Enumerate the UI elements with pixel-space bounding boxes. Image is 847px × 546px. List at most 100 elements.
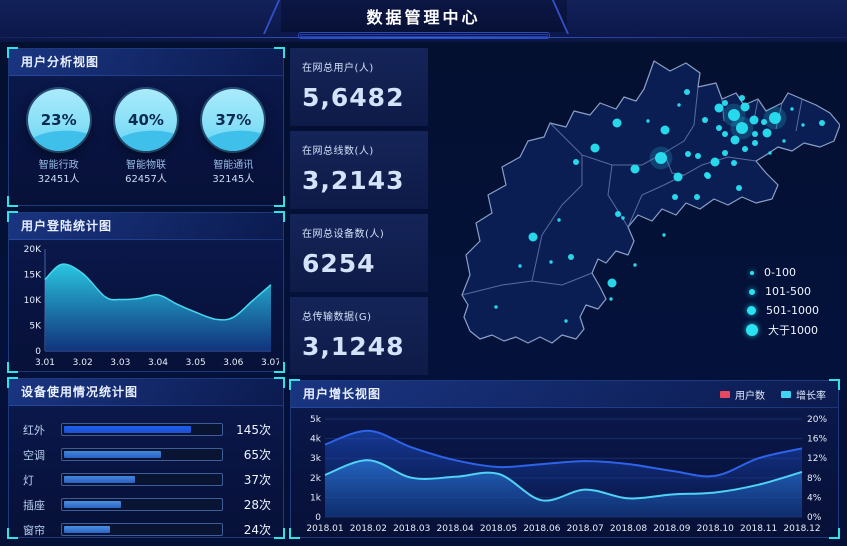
region-map[interactable]: 0-100 101-500 501-1000 大于1000 <box>432 45 840 375</box>
usage-bar-fill <box>64 451 161 458</box>
map-legend-row: 0-100 <box>745 263 819 282</box>
usage-bar-row[interactable]: 空调 65次 <box>23 447 271 462</box>
svg-text:2018.02: 2018.02 <box>350 524 387 534</box>
svg-text:5K: 5K <box>29 322 42 332</box>
usage-bar-label: 灯 <box>23 473 34 487</box>
svg-text:3.02: 3.02 <box>73 358 93 368</box>
map-scatter-dots <box>494 89 825 323</box>
svg-text:5k: 5k <box>310 415 322 425</box>
banner-underline-decoration <box>297 32 550 39</box>
panel-device-usage: 设备使用情况统计图 红外 145次 空调 65次 灯 37次 插座 28次 窗帘… <box>7 377 285 539</box>
map-legend: 0-100 101-500 501-1000 大于1000 <box>745 263 819 339</box>
svg-text:3.03: 3.03 <box>110 358 130 368</box>
gauge-percent: 37% <box>215 111 252 129</box>
svg-text:2018.06: 2018.06 <box>523 524 560 534</box>
corner-bracket <box>7 196 18 207</box>
usage-bar-label: 红外 <box>23 423 45 437</box>
gauge-telecom[interactable]: 37% 智能通讯 32145人 <box>191 89 275 186</box>
stat-label: 在网总设备数(人) <box>302 229 385 240</box>
usage-bar-row[interactable]: 插座 28次 <box>23 497 271 512</box>
map-legend-row: 501-1000 <box>745 301 819 320</box>
svg-text:12%: 12% <box>807 454 827 464</box>
svg-text:3.01: 3.01 <box>35 358 55 368</box>
svg-text:3k: 3k <box>310 454 322 464</box>
svg-text:2018.11: 2018.11 <box>740 524 777 534</box>
svg-text:16%: 16% <box>807 435 827 445</box>
corner-bracket <box>829 379 840 390</box>
svg-text:2018.09: 2018.09 <box>653 524 690 534</box>
gauge-count: 32145人 <box>212 174 255 185</box>
svg-text:4%: 4% <box>807 493 822 503</box>
panel-title-user-growth: 用户增长视图 <box>291 381 838 408</box>
panel-title-device-usage: 设备使用情况统计图 <box>9 379 283 406</box>
usage-bar-track <box>61 523 223 536</box>
svg-text:2018.03: 2018.03 <box>393 524 430 534</box>
stat-value: 6254 <box>302 249 376 278</box>
stat-label: 在网总线数(人) <box>302 146 374 157</box>
panel-user-growth: 用户增长视图 用户数 增长率 0 0% 1k 4% 2k 8% 3k 12% 4k 16% 5k 20… <box>289 379 840 539</box>
svg-text:3.05: 3.05 <box>186 358 206 368</box>
stat-value: 5,6482 <box>302 83 405 112</box>
map-legend-label: 大于1000 <box>768 323 818 337</box>
usage-bar-value: 24次 <box>243 523 271 537</box>
gauge-admin[interactable]: 23% 智能行政 32451人 <box>17 89 101 186</box>
growth-area-chart[interactable]: 0 0% 1k 4% 2k 8% 3k 12% 4k 16% 5k 20% 2018.01 2018.02… <box>295 411 836 535</box>
usage-bar-label: 插座 <box>23 498 45 512</box>
panel-title-login-stats: 用户登陆统计图 <box>9 213 283 240</box>
svg-text:0: 0 <box>315 513 321 523</box>
svg-text:2018.08: 2018.08 <box>610 524 647 534</box>
svg-text:20%: 20% <box>807 415 827 425</box>
usage-bar-row[interactable]: 红外 145次 <box>23 422 271 437</box>
corner-bracket <box>274 362 285 373</box>
usage-bar-value: 145次 <box>236 423 271 437</box>
legend-item-users[interactable]: 用户数 <box>720 387 765 402</box>
growth-chart-legend: 用户数 增长率 <box>704 387 826 402</box>
stat-value: 3,2143 <box>302 166 405 195</box>
gauge-label: 智能物联 <box>125 160 166 171</box>
svg-text:3.06: 3.06 <box>223 358 243 368</box>
svg-text:3.04: 3.04 <box>148 358 168 368</box>
stat-card-total-devices: 在网总设备数(人) 6254 <box>290 214 428 292</box>
legend-dot-icon <box>749 288 755 295</box>
panel-login-stats: 用户登陆统计图 0 5K 10K 15K 20K 3.01 3.02 3.03 3.04 3.05… <box>7 211 285 373</box>
liquid-gauge-icon: 23% <box>27 89 90 151</box>
usage-bar-row[interactable]: 窗帘 24次 <box>23 522 271 537</box>
usage-bar-track <box>61 448 223 461</box>
svg-text:3.07: 3.07 <box>261 358 279 368</box>
svg-text:0: 0 <box>35 347 41 357</box>
svg-text:2018.05: 2018.05 <box>480 524 517 534</box>
usage-bar-row[interactable]: 灯 37次 <box>23 472 271 487</box>
stat-card-total-users: 在网总用户(人) 5,6482 <box>290 48 428 126</box>
corner-bracket <box>829 528 840 539</box>
usage-bar-value: 37次 <box>243 473 271 487</box>
svg-text:2018.12: 2018.12 <box>783 524 820 534</box>
usage-bar-list: 红外 145次 空调 65次 灯 37次 插座 28次 窗帘 24次 <box>9 406 283 537</box>
gauge-count: 62457人 <box>125 174 167 185</box>
usage-bar-track <box>61 498 223 511</box>
liquid-gauge-icon: 40% <box>114 89 177 151</box>
gauge-label: 智能通讯 <box>213 160 254 171</box>
corner-bracket <box>7 362 18 373</box>
gauge-iot[interactable]: 40% 智能物联 62457人 <box>104 89 188 186</box>
map-legend-row: 大于1000 <box>745 320 819 339</box>
stat-card-total-data: 总传输数据(G) 3,1248 <box>290 297 428 375</box>
svg-text:8%: 8% <box>807 474 822 484</box>
usage-bar-track <box>61 423 223 436</box>
usage-bar-value: 28次 <box>243 498 271 512</box>
svg-text:20K: 20K <box>24 245 42 255</box>
corner-bracket <box>7 47 18 58</box>
svg-text:15K: 15K <box>24 271 42 281</box>
corner-bracket <box>274 196 285 207</box>
legend-swatch-users <box>720 391 730 398</box>
login-area-chart[interactable]: 0 5K 10K 15K 20K 3.01 3.02 3.03 3.04 3.05 3.06 3.07 <box>15 241 279 369</box>
legend-item-growth-rate[interactable]: 增长率 <box>781 387 826 402</box>
stat-value: 3,1248 <box>302 332 405 361</box>
stat-card-total-online: 在网总线数(人) 3,2143 <box>290 131 428 209</box>
corner-bracket <box>274 528 285 539</box>
header-bar: 数据管理中心 <box>0 0 847 42</box>
legend-dot-icon <box>746 323 758 336</box>
corner-bracket <box>274 47 285 58</box>
map-legend-label: 501-1000 <box>766 304 819 317</box>
usage-bar-value: 65次 <box>243 448 271 462</box>
stat-label: 在网总用户(人) <box>302 63 374 74</box>
